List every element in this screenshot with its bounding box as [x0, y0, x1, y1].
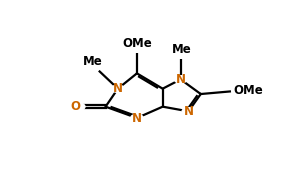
Text: N: N — [184, 105, 193, 118]
Text: OMe: OMe — [122, 37, 152, 50]
Text: Me: Me — [83, 55, 103, 68]
Text: OMe: OMe — [234, 84, 263, 97]
Text: Me: Me — [172, 43, 192, 56]
Circle shape — [182, 108, 195, 115]
Circle shape — [131, 114, 143, 122]
Text: N: N — [176, 73, 186, 86]
Text: N: N — [113, 82, 123, 95]
Text: N: N — [132, 112, 142, 125]
Circle shape — [73, 103, 85, 110]
Circle shape — [112, 85, 124, 92]
Text: O: O — [70, 100, 80, 113]
Circle shape — [174, 76, 187, 83]
